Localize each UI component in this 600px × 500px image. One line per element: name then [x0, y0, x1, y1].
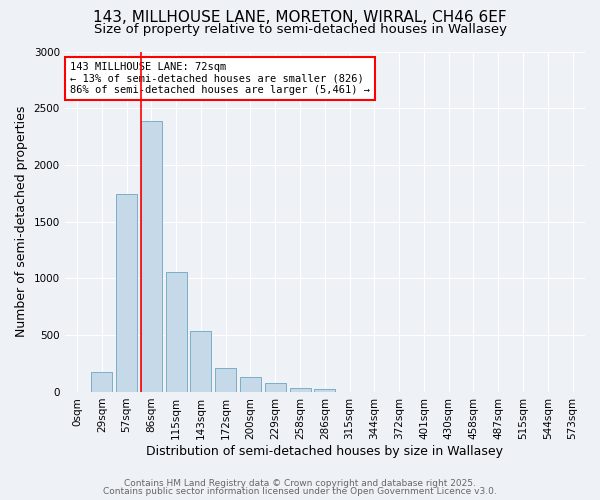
Bar — [116, 194, 137, 392]
Bar — [166, 272, 187, 392]
Text: Size of property relative to semi-detached houses in Wallasey: Size of property relative to semi-detach… — [94, 22, 506, 36]
X-axis label: Distribution of semi-detached houses by size in Wallasey: Distribution of semi-detached houses by … — [146, 444, 503, 458]
Text: Contains public sector information licensed under the Open Government Licence v3: Contains public sector information licen… — [103, 487, 497, 496]
Bar — [215, 368, 236, 392]
Text: 143, MILLHOUSE LANE, MORETON, WIRRAL, CH46 6EF: 143, MILLHOUSE LANE, MORETON, WIRRAL, CH… — [93, 10, 507, 25]
Bar — [91, 372, 112, 392]
Bar — [265, 383, 286, 392]
Text: 143 MILLHOUSE LANE: 72sqm
← 13% of semi-detached houses are smaller (826)
86% of: 143 MILLHOUSE LANE: 72sqm ← 13% of semi-… — [70, 62, 370, 95]
Text: Contains HM Land Registry data © Crown copyright and database right 2025.: Contains HM Land Registry data © Crown c… — [124, 478, 476, 488]
Bar — [290, 388, 311, 392]
Bar — [240, 376, 261, 392]
Y-axis label: Number of semi-detached properties: Number of semi-detached properties — [15, 106, 28, 338]
Bar — [141, 120, 162, 392]
Bar — [190, 330, 211, 392]
Bar — [314, 389, 335, 392]
